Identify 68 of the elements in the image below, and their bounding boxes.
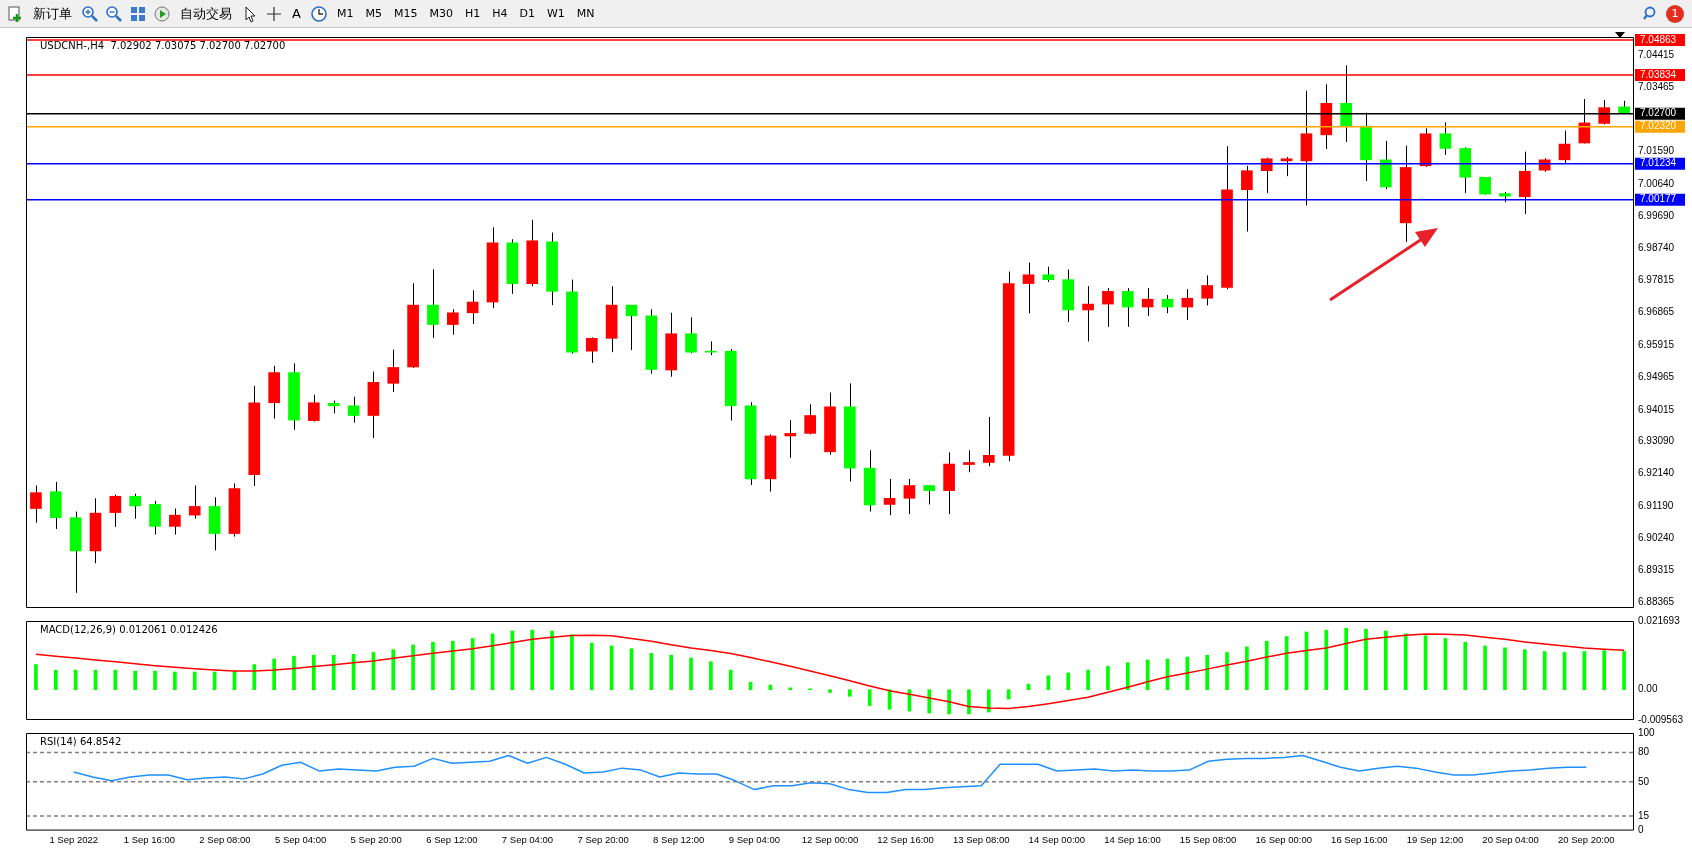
x-tick-label: 5 Sep 20:00 — [350, 833, 402, 845]
y-tick-label: 6.90240 — [1638, 532, 1675, 544]
ref-line-label: 7.01234 — [1640, 157, 1677, 169]
text: M1 — [335, 7, 355, 20]
x-tick-label: 8 Sep 12:00 — [653, 833, 705, 845]
text: 自动交易 — [179, 4, 233, 23]
text: MN — [575, 7, 596, 20]
y-tick-label: 6.94965 — [1638, 371, 1675, 383]
x-tick-label: 14 Sep 00:00 — [1028, 833, 1086, 845]
y-tick-label: 6.92140 — [1638, 467, 1675, 479]
x-tick-label: 2 Sep 08:00 — [199, 833, 251, 845]
x-tick-label: 16 Sep 00:00 — [1255, 833, 1313, 845]
ref-line-label: 7.04863 — [1640, 33, 1677, 45]
y-tick-label: 7.00640 — [1638, 177, 1675, 189]
text: W1 — [545, 7, 566, 20]
y-tick-label: 6.99690 — [1638, 210, 1675, 222]
y-tick-label: 15 — [1638, 809, 1650, 821]
x-tick-label: 20 Sep 04:00 — [1482, 833, 1539, 845]
y-tick-label: 6.96865 — [1638, 306, 1675, 318]
text: M15 — [392, 7, 419, 20]
text: D1 — [518, 7, 536, 20]
y-tick-label: 7.01590 — [1638, 145, 1675, 157]
text: H1 — [463, 7, 482, 20]
ref-line-label: 7.00177 — [1640, 193, 1677, 205]
x-tick-label: 12 Sep 00:00 — [801, 833, 859, 845]
y-tick-label: 80 — [1638, 746, 1650, 758]
y-tick-label: 6.98740 — [1638, 242, 1675, 254]
text: M30 — [428, 7, 454, 20]
chart-title: MACD(12,26,9) 0.012061 0.012426 — [40, 623, 218, 635]
x-tick-label: 7 Sep 20:00 — [577, 833, 629, 845]
x-tick-label: 6 Sep 12:00 — [426, 833, 478, 845]
x-tick-label: 13 Sep 08:00 — [952, 833, 1010, 845]
y-tick-label: 6.94015 — [1638, 403, 1675, 415]
text: H4 — [491, 7, 509, 20]
x-tick-label: 1 Sep 2022 — [49, 833, 99, 845]
y-tick-label: 50 — [1638, 775, 1650, 787]
ref-line-label: 7.02700 — [1640, 107, 1677, 119]
y-tick-label: 7.03465 — [1638, 81, 1675, 93]
text: 1 — [1666, 4, 1684, 23]
y-tick-label: 6.97815 — [1638, 273, 1675, 285]
y-tick-label: 6.93090 — [1638, 435, 1675, 447]
y-tick-label: 0 — [1638, 824, 1644, 836]
x-tick-label: 7 Sep 04:00 — [501, 833, 554, 845]
y-tick-label: 0.00 — [1638, 683, 1658, 695]
x-tick-label: 16 Sep 16:00 — [1331, 833, 1388, 845]
x-tick-label: 9 Sep 04:00 — [728, 833, 780, 845]
y-tick-label: 6.89315 — [1638, 563, 1675, 575]
y-tick-label: 6.88365 — [1638, 596, 1675, 608]
x-tick-label: 15 Sep 08:00 — [1179, 833, 1237, 845]
text: M5 — [364, 7, 383, 20]
y-tick-label: 7.04415 — [1638, 48, 1675, 60]
x-tick-label: 5 Sep 04:00 — [274, 833, 327, 845]
y-tick-label: 6.91190 — [1638, 499, 1674, 511]
text: 新订单 — [32, 4, 73, 23]
chart-title: USDCNH-,H4 7.02902 7.03075 7.02700 7.02700 — [40, 39, 286, 51]
y-tick-label: 100 — [1638, 726, 1656, 738]
ref-line-label: 7.03834 — [1640, 68, 1677, 80]
text: A — [291, 6, 302, 21]
x-tick-label: 19 Sep 12:00 — [1406, 833, 1464, 845]
chart-title: RSI(14) 64.8542 — [40, 735, 122, 747]
y-tick-label: 0.021693 — [1638, 614, 1681, 626]
y-tick-label: -0.009563 — [1638, 713, 1684, 725]
ref-line-label: 7.02320 — [1640, 120, 1677, 132]
x-tick-label: 12 Sep 16:00 — [877, 833, 934, 845]
y-tick-label: 6.95915 — [1638, 338, 1675, 350]
x-tick-label: 1 Sep 16:00 — [123, 833, 175, 845]
x-tick-label: 14 Sep 16:00 — [1104, 833, 1161, 845]
x-tick-label: 20 Sep 20:00 — [1558, 833, 1615, 845]
